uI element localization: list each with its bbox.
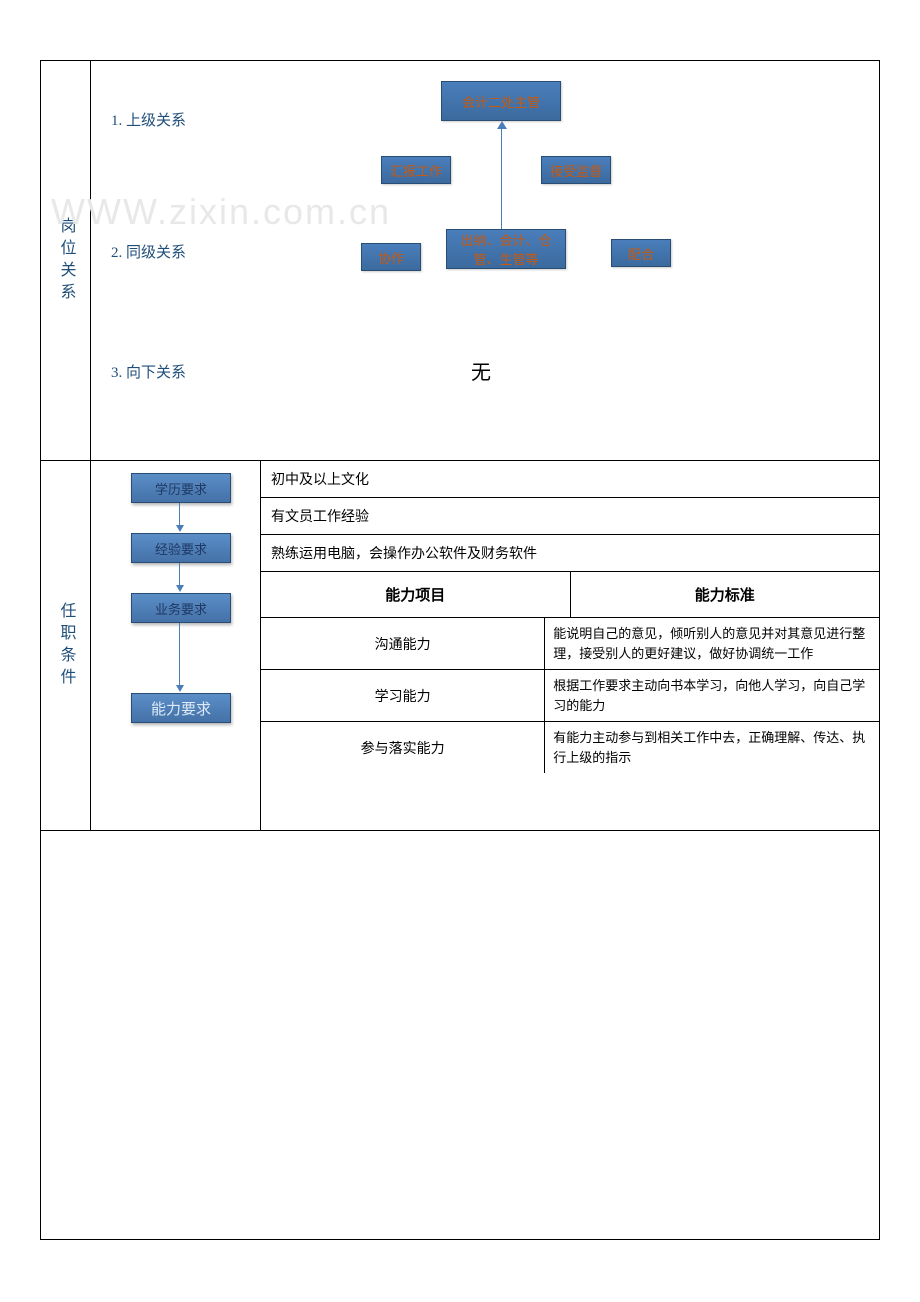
v-arrow-3	[179, 623, 180, 685]
rel-label-3: 3. 向下关系	[111, 361, 186, 382]
ability-name: 参与落实能力	[261, 722, 545, 773]
ability-name: 沟通能力	[261, 618, 545, 669]
top-box: 会计二处主管	[441, 81, 561, 121]
ability-std: 能说明自己的意见，倾听别人的意见并对其意见进行整理，接受别人的更好建议，做好协调…	[545, 618, 879, 669]
sec1-content: 1. 上级关系 2. 同级关系 3. 向下关系 会计二处主管 汇报工作 接受监督…	[91, 61, 879, 460]
exp-row: 有文员工作经验	[261, 498, 879, 535]
ability-header: 能力项目 能力标准	[261, 572, 879, 618]
req-box-3: 业务要求	[131, 593, 231, 623]
sec2-content: 学历要求 经验要求 业务要求 能力要求 WWW.zixin.com.cn 初中及…	[91, 461, 879, 830]
coop-right: 配合	[611, 239, 671, 267]
sec2-title: 任职条件	[41, 461, 91, 830]
ability-row: 学习能力 根据工作要求主动向书本学习，向他人学习，向自己学习的能力	[261, 670, 879, 722]
req-box-1: 学历要求	[131, 473, 231, 503]
v-arrow-1	[179, 503, 180, 525]
req-box-4: 能力要求	[131, 693, 231, 723]
rel-label-1: 1. 上级关系	[111, 109, 186, 130]
edu-row: 初中及以上文化	[261, 461, 879, 498]
sec2-right: WWW.zixin.com.cn 初中及以上文化 有文员工作经验 熟练运用电脑，…	[261, 461, 879, 830]
arrow-up	[501, 129, 502, 229]
req-box-2: 经验要求	[131, 533, 231, 563]
ability-name: 学习能力	[261, 670, 545, 721]
sec1-title: 岗位关系	[41, 61, 91, 460]
page-container: 岗位关系 1. 上级关系 2. 同级关系 3. 向下关系 会计二处主管 汇报工作…	[40, 60, 880, 1240]
sec2-left: 学历要求 经验要求 业务要求 能力要求	[91, 461, 261, 830]
rel-label-2: 2. 同级关系	[111, 241, 186, 262]
ability-row: 沟通能力 能说明自己的意见，倾听别人的意见并对其意见进行整理，接受别人的更好建议…	[261, 618, 879, 670]
center-box: 出纳、会计、仓管、生管等	[446, 229, 566, 269]
ability-row: 参与落实能力 有能力主动参与到相关工作中去，正确理解、传达、执行上级的指示	[261, 722, 879, 773]
skill-row: 熟练运用电脑，会操作办公软件及财务软件	[261, 535, 879, 572]
coop-left: 协作	[361, 243, 421, 271]
ability-std: 根据工作要求主动向书本学习，向他人学习，向自己学习的能力	[545, 670, 879, 721]
v-arrow-2	[179, 563, 180, 585]
ability-h1: 能力项目	[261, 572, 571, 617]
left-tag: 汇报工作	[381, 156, 451, 184]
qualifications-section: 任职条件 学历要求 经验要求 业务要求 能力要求 WWW.zixin.com.c…	[41, 461, 879, 831]
rel3-value: 无	[471, 356, 491, 385]
position-relations-section: 岗位关系 1. 上级关系 2. 同级关系 3. 向下关系 会计二处主管 汇报工作…	[41, 61, 879, 461]
right-tag: 接受监督	[541, 156, 611, 184]
ability-h2: 能力标准	[571, 572, 880, 617]
ability-std: 有能力主动参与到相关工作中去，正确理解、传达、执行上级的指示	[545, 722, 879, 773]
